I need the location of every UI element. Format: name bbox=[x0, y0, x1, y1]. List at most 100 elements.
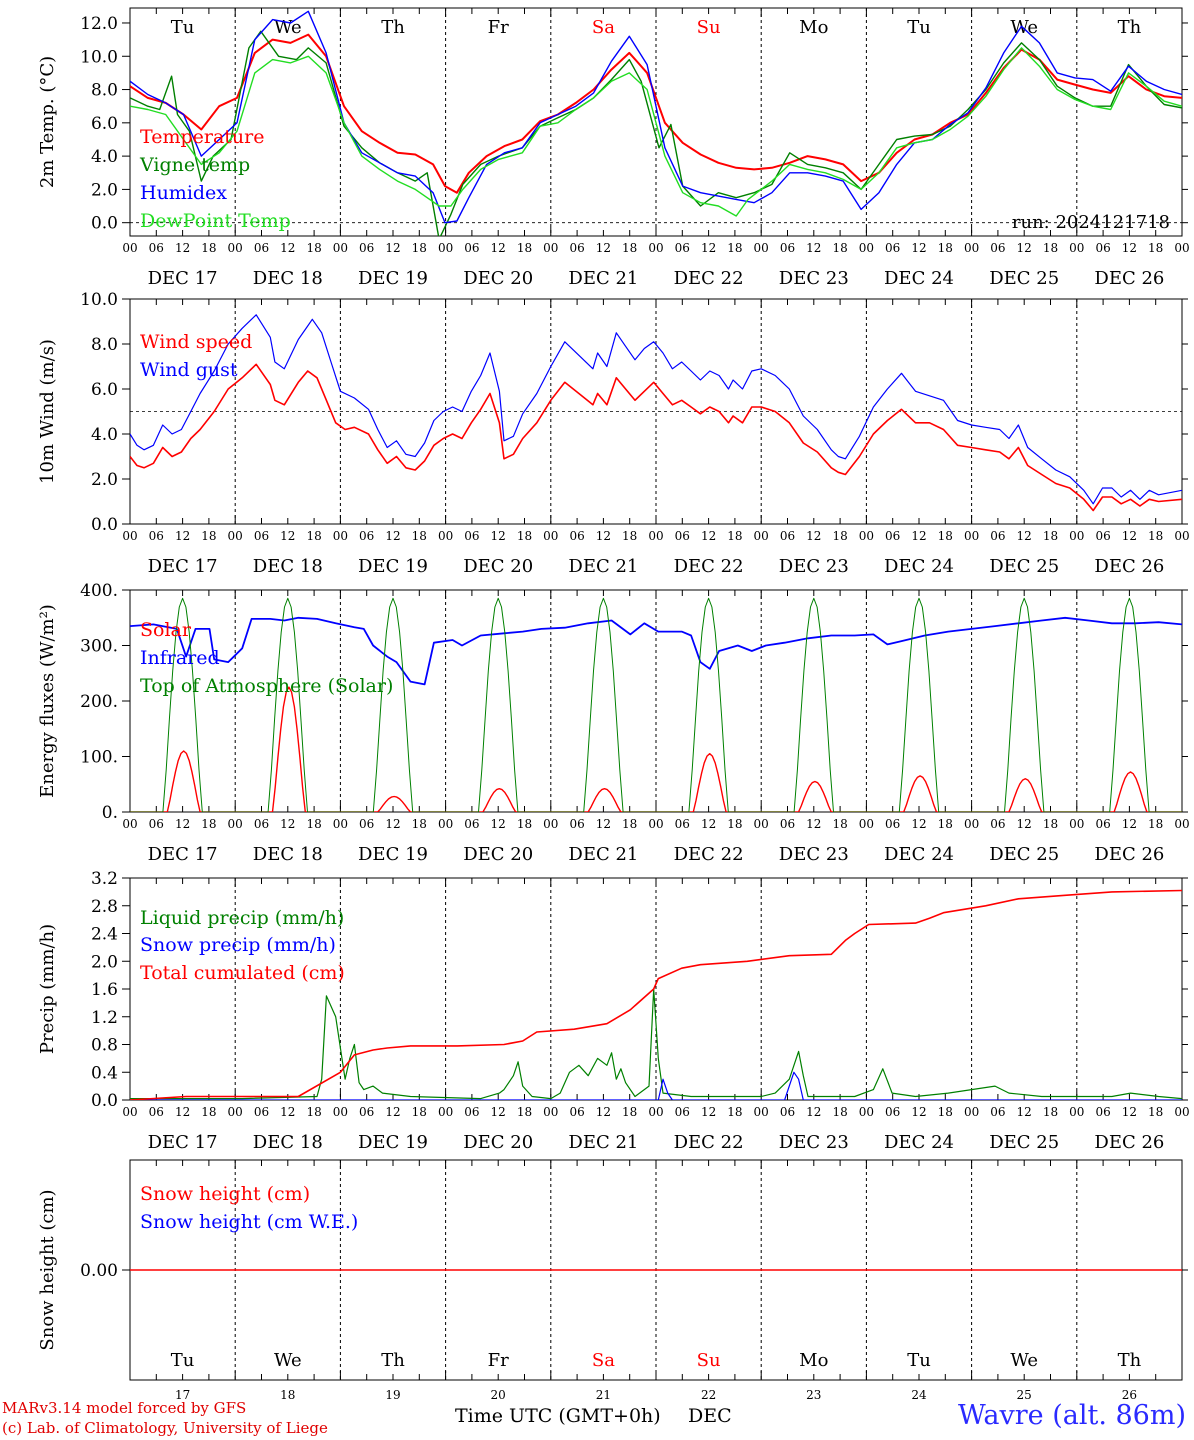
legend-entry: Wind speed bbox=[140, 331, 252, 353]
hour-tick-label: 12 bbox=[701, 1105, 716, 1119]
hour-tick-label: 18 bbox=[1148, 529, 1163, 543]
hour-tick-label: 00 bbox=[964, 529, 979, 543]
hour-tick-label: 12 bbox=[175, 1105, 190, 1119]
hour-tick-label: 18 bbox=[201, 241, 216, 255]
hour-tick-label: 00 bbox=[754, 241, 769, 255]
y-tick-label: 6.0 bbox=[91, 380, 118, 400]
y-tick-label: 0.0 bbox=[91, 214, 118, 234]
hour-tick-label: 18 bbox=[938, 817, 953, 831]
hour-tick-label: 18 bbox=[1043, 241, 1058, 255]
legend-entry: Snow precip (mm/h) bbox=[140, 934, 336, 956]
legend-entry: Top of Atmosphere (Solar) bbox=[140, 675, 393, 697]
y-tick-label: 2.4 bbox=[91, 925, 118, 945]
hour-tick-label: 12 bbox=[280, 817, 295, 831]
hour-tick-label: 00 bbox=[1174, 529, 1189, 543]
hour-tick-label: 06 bbox=[569, 529, 584, 543]
hour-tick-label: 18 bbox=[412, 1105, 427, 1119]
hour-tick-label: 12 bbox=[911, 1105, 926, 1119]
hour-tick-label: 06 bbox=[990, 817, 1005, 831]
weekday-label: Th bbox=[1118, 17, 1142, 38]
weekday-label: Su bbox=[697, 17, 721, 38]
hour-tick-label: 06 bbox=[254, 817, 269, 831]
hour-tick-label: 12 bbox=[911, 241, 926, 255]
hour-tick-label: 18 bbox=[622, 817, 637, 831]
hour-tick-label: 18 bbox=[727, 817, 742, 831]
hour-tick-label: 06 bbox=[254, 529, 269, 543]
hour-tick-label: 18 bbox=[832, 241, 847, 255]
hour-tick-label: 06 bbox=[990, 1105, 1005, 1119]
date-label: DEC 17 bbox=[148, 556, 218, 577]
series-line-dewpoint-temp bbox=[130, 47, 1182, 217]
series-line-infrared bbox=[130, 616, 1182, 686]
weekday-label: We bbox=[1010, 1350, 1038, 1371]
legend-entry: Humidex bbox=[140, 182, 227, 204]
hour-tick-label: 06 bbox=[780, 529, 795, 543]
hour-tick-label: 00 bbox=[333, 529, 348, 543]
date-label: DEC 25 bbox=[989, 268, 1059, 289]
y-tick-label: 2.0 bbox=[91, 952, 118, 972]
station-name: Wavre (alt. 86m) bbox=[958, 1400, 1186, 1431]
date-label: DEC 22 bbox=[674, 1132, 744, 1153]
y-tick-label: 0.4 bbox=[91, 1063, 118, 1083]
hour-tick-label: 06 bbox=[1095, 1105, 1110, 1119]
date-label: DEC 18 bbox=[253, 1132, 323, 1153]
hour-tick-label: 18 bbox=[306, 241, 321, 255]
hour-tick-label: 12 bbox=[1122, 817, 1137, 831]
hour-tick-label: 12 bbox=[175, 817, 190, 831]
hour-tick-label: 18 bbox=[412, 529, 427, 543]
hour-tick-label: 00 bbox=[754, 1105, 769, 1119]
hour-tick-label: 12 bbox=[1017, 529, 1032, 543]
legend-entry: Solar bbox=[140, 619, 192, 641]
weekday-label: We bbox=[274, 1350, 302, 1371]
weekday-label: Th bbox=[1118, 1350, 1142, 1371]
date-label: DEC 18 bbox=[253, 556, 323, 577]
hour-tick-label: 06 bbox=[149, 817, 164, 831]
hour-tick-label: 12 bbox=[596, 241, 611, 255]
hour-tick-label: 06 bbox=[149, 529, 164, 543]
hour-tick-label: 12 bbox=[701, 817, 716, 831]
hour-tick-label: 06 bbox=[990, 241, 1005, 255]
hour-tick-label: 18 bbox=[1148, 241, 1163, 255]
hour-tick-label: 00 bbox=[543, 1105, 558, 1119]
day-number-label: 19 bbox=[385, 1388, 400, 1402]
y-tick-label: 300. bbox=[80, 637, 118, 657]
y-tick-label: 2.0 bbox=[91, 180, 118, 200]
hour-tick-label: 18 bbox=[1148, 1105, 1163, 1119]
hour-tick-label: 12 bbox=[596, 1105, 611, 1119]
hour-tick-label: 00 bbox=[1069, 241, 1084, 255]
hour-tick-label: 06 bbox=[359, 817, 374, 831]
hour-tick-label: 12 bbox=[596, 817, 611, 831]
hour-tick-label: 00 bbox=[964, 817, 979, 831]
day-number-label: 17 bbox=[175, 1388, 190, 1402]
date-label: DEC 25 bbox=[989, 1132, 1059, 1153]
hour-tick-label: 06 bbox=[569, 817, 584, 831]
weekday-label: Tu bbox=[171, 17, 195, 38]
hour-tick-label: 12 bbox=[280, 529, 295, 543]
hour-tick-label: 18 bbox=[727, 241, 742, 255]
date-label: DEC 17 bbox=[148, 1132, 218, 1153]
hour-tick-label: 06 bbox=[675, 1105, 690, 1119]
hour-tick-label: 12 bbox=[280, 241, 295, 255]
hour-tick-label: 06 bbox=[990, 529, 1005, 543]
hour-tick-label: 18 bbox=[412, 241, 427, 255]
hour-tick-label: 06 bbox=[1095, 817, 1110, 831]
x-axis-title: Time UTC (GMT+0h) bbox=[455, 1405, 661, 1427]
y-tick-label: 4.0 bbox=[91, 147, 118, 167]
date-label: DEC 22 bbox=[674, 556, 744, 577]
date-label: DEC 26 bbox=[1094, 844, 1164, 865]
y-tick-label: 2.8 bbox=[91, 897, 118, 917]
weekday-label: Th bbox=[381, 17, 405, 38]
hour-tick-label: 06 bbox=[780, 1105, 795, 1119]
hour-tick-label: 12 bbox=[806, 817, 821, 831]
y-tick-label: 0. bbox=[102, 803, 118, 823]
hour-tick-label: 18 bbox=[412, 817, 427, 831]
weekday-label: We bbox=[1010, 17, 1038, 38]
hour-tick-label: 00 bbox=[543, 241, 558, 255]
date-label: DEC 19 bbox=[358, 268, 428, 289]
hour-tick-label: 06 bbox=[1095, 529, 1110, 543]
hour-tick-label: 00 bbox=[333, 241, 348, 255]
hour-tick-label: 12 bbox=[385, 529, 400, 543]
hour-tick-label: 12 bbox=[1017, 241, 1032, 255]
legend-entry: Temperature bbox=[140, 126, 264, 148]
hour-tick-label: 12 bbox=[701, 529, 716, 543]
